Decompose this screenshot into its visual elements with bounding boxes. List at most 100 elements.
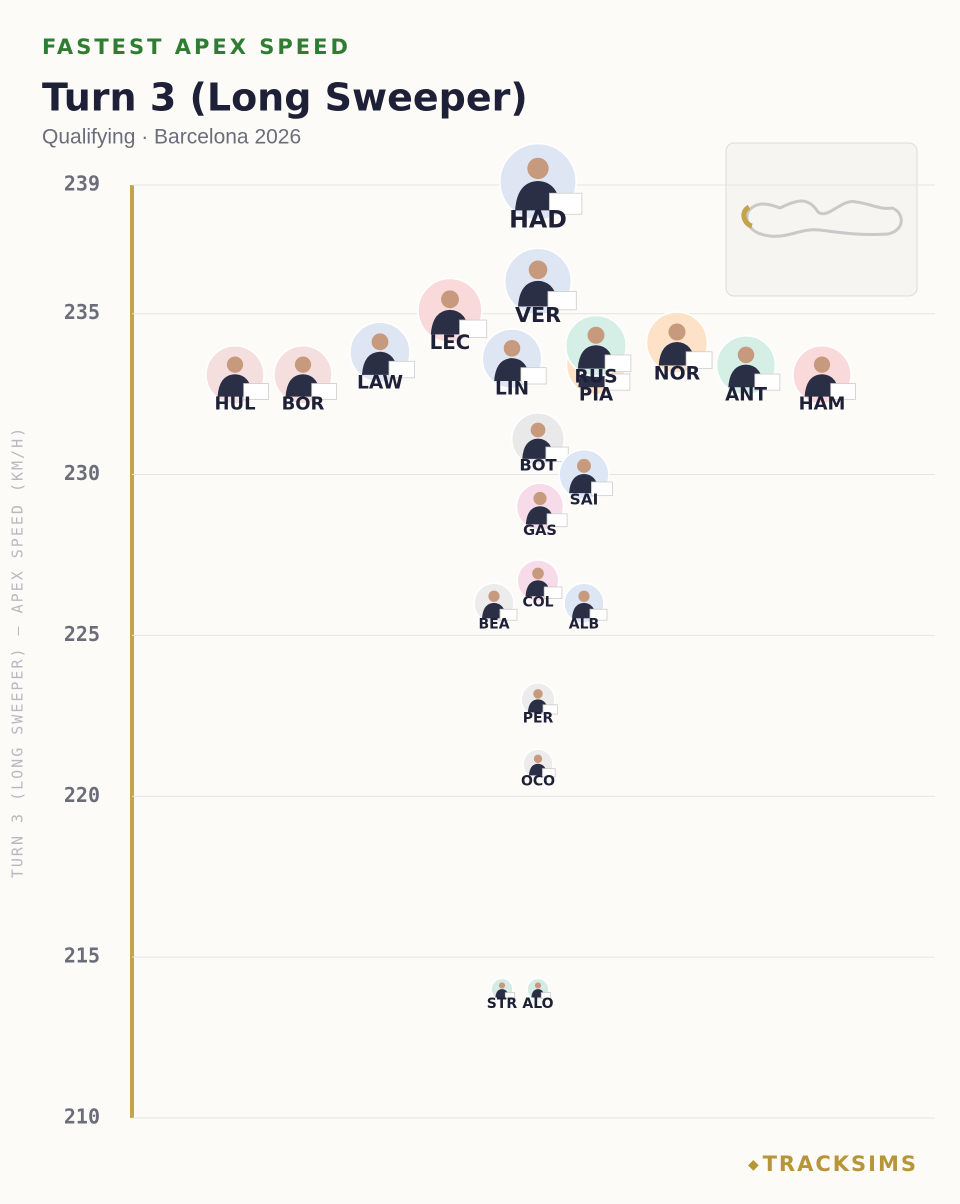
flag xyxy=(547,291,577,311)
flag xyxy=(542,704,558,715)
y-tick-label: 225 xyxy=(64,622,100,646)
flag xyxy=(830,383,856,400)
flag xyxy=(685,351,713,369)
driver-head xyxy=(587,326,605,344)
driver-code: BEA xyxy=(478,617,509,633)
driver: RUS xyxy=(564,314,632,388)
driver-code: RUS xyxy=(574,367,617,388)
driver-code: PIA xyxy=(579,384,614,405)
driver-head xyxy=(534,982,542,989)
driver-head xyxy=(503,339,521,357)
driver-head xyxy=(528,260,548,280)
driver-head xyxy=(441,290,459,309)
driver-code: SAI xyxy=(570,491,599,509)
brand-diamond: ◆ xyxy=(748,1157,759,1173)
flag xyxy=(243,383,269,400)
driver-head xyxy=(577,458,591,473)
driver: HAM xyxy=(792,345,856,415)
driver: HUL xyxy=(205,345,269,415)
y-tick-label: 210 xyxy=(64,1105,100,1129)
y-tick-label: 220 xyxy=(64,783,100,807)
driver-head xyxy=(530,422,546,438)
track-map xyxy=(725,142,918,297)
driver-head xyxy=(533,491,547,506)
driver: SAI xyxy=(558,448,613,509)
driver-head xyxy=(532,567,544,580)
flag xyxy=(591,481,613,497)
driver-code: LEC xyxy=(430,331,471,354)
track-outline xyxy=(745,199,903,238)
driver: LIN xyxy=(481,328,547,399)
flag xyxy=(499,608,518,621)
flag xyxy=(540,992,552,1000)
plot: 210 215 220 225 230 235 239 HAD VER LEC LAW LIN PIAR… xyxy=(64,142,935,1129)
driver-code: COL xyxy=(522,595,553,611)
driver: LEC xyxy=(417,277,488,354)
flag xyxy=(546,513,568,528)
driver-code: OCO xyxy=(521,774,555,790)
kicker: FASTEST APEX SPEED xyxy=(42,35,351,59)
y-axis-label: TURN 3 (LONG SWEEPER) — APEX SPEED (KM/H… xyxy=(9,426,27,878)
driver: HAD xyxy=(499,142,583,234)
driver: NOR xyxy=(645,311,713,384)
map-panel xyxy=(725,142,918,297)
driver: ALO xyxy=(522,977,554,1012)
driver-code: LAW xyxy=(357,373,403,394)
flag xyxy=(542,768,556,778)
driver-code: STR xyxy=(487,996,518,1012)
driver-code: ANT xyxy=(725,384,767,405)
driver: ANT xyxy=(715,334,781,405)
flag xyxy=(549,192,583,215)
driver-head xyxy=(294,356,312,373)
flag xyxy=(520,367,547,385)
driver-code: PER xyxy=(523,711,554,727)
driver-code: NOR xyxy=(654,362,701,384)
brand: TRACKSIMS xyxy=(763,1152,918,1176)
driver-head xyxy=(533,754,543,764)
y-tick-label: 235 xyxy=(64,300,100,324)
driver: BOR xyxy=(273,345,337,415)
driver: LAW xyxy=(349,321,415,394)
flag xyxy=(388,360,415,379)
driver: PER xyxy=(520,682,558,727)
driver-head xyxy=(226,356,244,373)
flag xyxy=(311,383,337,400)
y-tick-label: 215 xyxy=(64,944,100,968)
driver-head xyxy=(578,590,590,602)
driver: ALB xyxy=(563,582,608,633)
driver: GAS xyxy=(515,482,568,539)
driver: STR xyxy=(487,977,518,1012)
driver: BOT xyxy=(510,412,569,475)
driver: VER xyxy=(503,247,577,327)
driver: COL xyxy=(516,559,563,611)
driver-head xyxy=(737,346,755,364)
flag xyxy=(604,373,631,391)
y-tick-label: 230 xyxy=(64,461,100,485)
driver-head xyxy=(498,982,506,989)
driver-code: ALB xyxy=(569,617,599,633)
flag xyxy=(459,319,488,339)
driver-head xyxy=(813,356,831,373)
driver-head xyxy=(668,323,686,341)
flag xyxy=(589,608,608,621)
track-highlight xyxy=(741,204,753,229)
flag xyxy=(543,586,563,599)
driver-head xyxy=(371,333,389,351)
y-tick-label: 239 xyxy=(64,172,100,196)
flag xyxy=(545,446,569,462)
driver-code: HAM xyxy=(799,394,846,415)
driver-code: VER xyxy=(515,303,561,327)
subtitle: Qualifying · Barcelona 2026 xyxy=(42,126,301,149)
driver-code: GAS xyxy=(523,522,557,539)
driver: OCO xyxy=(521,748,556,790)
driver-code: BOR xyxy=(282,394,325,415)
driver-head xyxy=(533,689,543,699)
driver-code: HUL xyxy=(214,394,255,415)
driver-code: BOT xyxy=(519,456,557,475)
driver: BEA xyxy=(473,582,518,633)
driver-code: LIN xyxy=(495,378,529,399)
flag xyxy=(504,992,516,1000)
driver-head xyxy=(488,590,500,602)
driver-code: HAD xyxy=(509,206,567,234)
